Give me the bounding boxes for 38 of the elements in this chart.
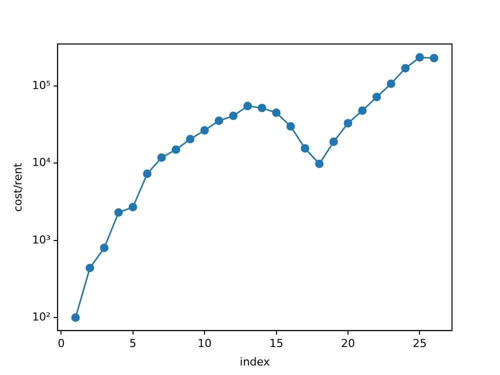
x-tick-label: 0	[58, 337, 65, 350]
point	[172, 145, 180, 154]
point	[386, 79, 396, 88]
point	[157, 153, 166, 162]
point	[344, 118, 352, 128]
point	[415, 53, 424, 62]
point	[258, 104, 266, 112]
point	[286, 122, 295, 131]
point	[71, 313, 80, 322]
x-axis-title: index	[240, 355, 270, 368]
point	[272, 108, 281, 118]
point	[114, 208, 123, 217]
point	[100, 244, 108, 252]
x-tick-label: 15	[269, 337, 284, 350]
point	[86, 264, 94, 272]
point	[243, 102, 252, 110]
point	[186, 134, 195, 144]
y-tick-label: 10³	[32, 233, 51, 246]
point	[229, 112, 238, 120]
x-tick-label: 5	[129, 337, 136, 350]
point	[358, 106, 367, 115]
x-tick-label: 25	[412, 337, 427, 350]
point	[300, 144, 310, 153]
point	[142, 170, 152, 178]
point	[200, 126, 209, 135]
y-tick-label: 10⁵	[32, 78, 51, 92]
point	[430, 54, 438, 62]
point	[315, 160, 324, 168]
y-axis-title: cost/rent	[11, 162, 24, 212]
point	[372, 92, 381, 102]
point	[214, 116, 224, 125]
point	[128, 202, 138, 212]
y-tick-label: 10⁴	[32, 156, 52, 170]
x-tick-label: 20	[341, 337, 356, 350]
point	[329, 137, 338, 146]
y-tick-label: 10²	[32, 310, 51, 324]
x-tick-label: 10	[198, 337, 212, 350]
point	[401, 64, 410, 72]
